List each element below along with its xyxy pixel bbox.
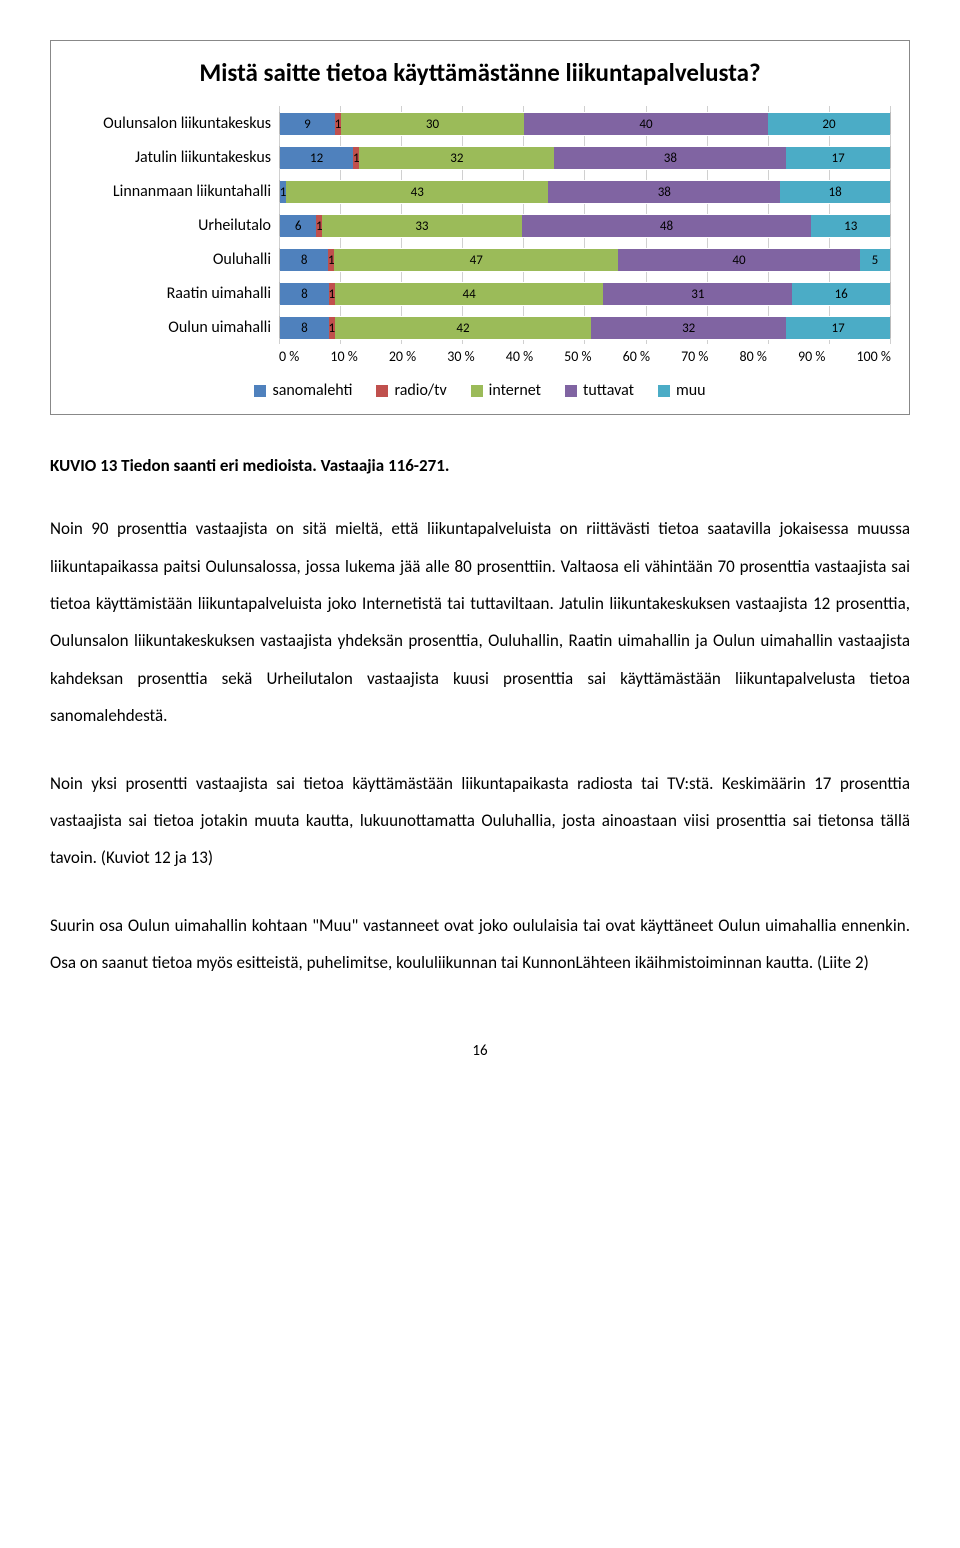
bar-segment: 12 xyxy=(280,146,353,170)
bar-segment: 13 xyxy=(811,214,890,238)
legend-swatch xyxy=(254,385,266,397)
x-axis: 0 % 10 % 20 % 30 % 40 % 50 % 60 % 70 % 80 % 90 % 1… xyxy=(69,348,891,365)
legend-label: radio/tv xyxy=(394,381,446,400)
chart-area: 9130402012132381714338186133481381474058… xyxy=(69,106,891,400)
paragraph-2: Noin yksi prosentti vastaajista sai tiet… xyxy=(50,765,910,877)
bar-segment: 18 xyxy=(780,180,890,204)
bar-segment: 17 xyxy=(786,316,890,340)
bar-segment: 17 xyxy=(786,146,890,170)
bar-segment: 33 xyxy=(322,214,521,238)
category-label: Oulun uimahalli xyxy=(61,310,271,344)
legend-label: tuttavat xyxy=(583,381,634,400)
legend-item: radio/tv xyxy=(376,381,446,400)
bar-segment: 47 xyxy=(334,248,618,272)
bar-segment: 48 xyxy=(522,214,812,238)
bar-segment: 9 xyxy=(280,112,335,136)
legend-swatch xyxy=(658,385,670,397)
category-label: Jatulin liikuntakeskus xyxy=(61,140,271,174)
category-label: Ouluhalli xyxy=(61,242,271,276)
bar-segment: 38 xyxy=(554,146,786,170)
axis-tick: 80 % xyxy=(740,348,767,365)
bar-segment: 16 xyxy=(792,282,890,306)
paragraph-3: Suurin osa Oulun uimahallin kohtaan "Muu… xyxy=(50,907,910,982)
category-label: Raatin uimahalli xyxy=(61,276,271,310)
chart-title: Mistä saitte tietoa käyttämästänne liiku… xyxy=(69,57,891,88)
paragraph-1: Noin 90 prosenttia vastaajista on sitä m… xyxy=(50,510,910,734)
axis-tick: 10 % xyxy=(330,348,357,365)
bar-segment: 20 xyxy=(768,112,890,136)
axis-tick: 30 % xyxy=(447,348,474,365)
category-label: Linnanmaan liikuntahalli xyxy=(61,174,271,208)
bar-segment: 31 xyxy=(603,282,792,306)
legend-label: internet xyxy=(489,381,541,400)
legend-swatch xyxy=(565,385,577,397)
legend-label: muu xyxy=(676,381,706,400)
legend-item: sanomalehti xyxy=(254,381,352,400)
bar-segment: 8 xyxy=(280,316,329,340)
legend-item: tuttavat xyxy=(565,381,634,400)
bar-segment: 42 xyxy=(335,316,591,340)
category-label: Oulunsalon liikuntakeskus xyxy=(61,106,271,140)
page-number: 16 xyxy=(50,1042,910,1060)
bar-segment: 6 xyxy=(280,214,316,238)
axis-tick: 90 % xyxy=(798,348,825,365)
bar-segment: 30 xyxy=(341,112,524,136)
chart-container: Mistä saitte tietoa käyttämästänne liiku… xyxy=(50,40,910,415)
legend-swatch xyxy=(471,385,483,397)
axis-tick: 70 % xyxy=(681,348,708,365)
axis-tick: 40 % xyxy=(506,348,533,365)
bar-segment: 5 xyxy=(860,248,890,272)
legend-swatch xyxy=(376,385,388,397)
axis-tick: 0 % xyxy=(279,348,299,365)
axis-tick: 100 % xyxy=(856,348,890,365)
category-label: Urheilutalo xyxy=(61,208,271,242)
bar-segment: 32 xyxy=(591,316,786,340)
axis-tick: 60 % xyxy=(623,348,650,365)
figure-caption: KUVIO 13 Tiedon saanti eri medioista. Va… xyxy=(50,455,910,476)
bar-segment: 44 xyxy=(335,282,603,306)
bar-segment: 32 xyxy=(359,146,554,170)
bar-segment: 40 xyxy=(618,248,860,272)
axis-tick: 50 % xyxy=(564,348,591,365)
bar-segment: 8 xyxy=(280,282,329,306)
bar-segment: 40 xyxy=(524,112,768,136)
bar-segment: 38 xyxy=(548,180,780,204)
bar-segment: 8 xyxy=(280,248,328,272)
legend-item: internet xyxy=(471,381,541,400)
bar-segment: 43 xyxy=(286,180,548,204)
legend-item: muu xyxy=(658,381,706,400)
legend: sanomalehti radio/tv internet tuttavat muu xyxy=(69,381,891,400)
axis-tick: 20 % xyxy=(389,348,416,365)
legend-label: sanomalehti xyxy=(272,381,352,400)
